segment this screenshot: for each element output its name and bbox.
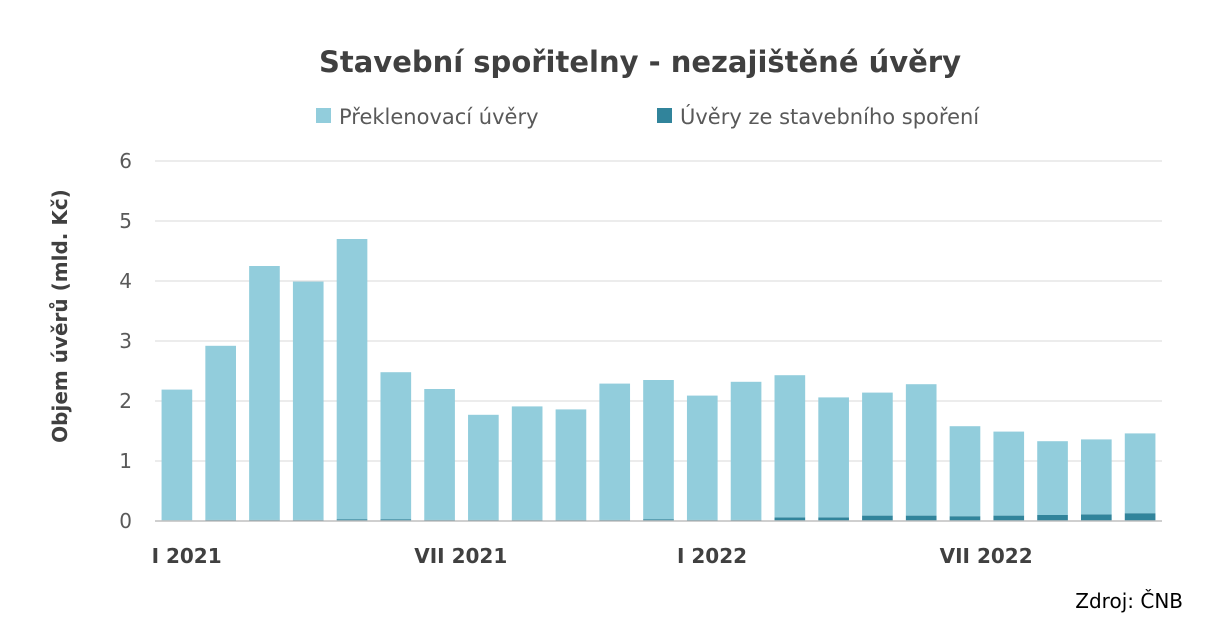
bar-stavebni-sporeni: [949, 516, 981, 521]
y-tick-label: 2: [119, 389, 132, 413]
x-tick-labels: I 2021 VII 2021 I 2022 VII 2022: [152, 544, 1033, 568]
y-tick-labels: 0 1 2 3 4 5 6: [119, 149, 132, 533]
legend-swatch-stavebni-sporeni: [657, 108, 672, 123]
bar-preklenovaci: [468, 414, 499, 520]
bar-preklenovaci: [686, 395, 718, 520]
bar-preklenovaci: [643, 380, 674, 520]
bar-stavebni-sporeni: [1081, 514, 1112, 521]
bar-preklenovaci: [993, 431, 1025, 516]
x-tick-label: I 2021: [152, 544, 222, 568]
bar-preklenovaci: [862, 392, 893, 516]
legend-label-stavebni-sporeni: Úvěry ze stavebního spoření: [680, 104, 980, 129]
y-axis-label: Objem úvěrů (mld. Kč): [48, 189, 72, 443]
y-tick-label: 4: [119, 269, 132, 293]
bar-preklenovaci: [249, 266, 280, 520]
y-tick-label: 6: [119, 149, 132, 173]
bar-preklenovaci: [818, 397, 849, 518]
chart-title: Stavební spořitelny - nezajištěné úvěry: [319, 45, 961, 79]
bar-stavebni-sporeni: [818, 517, 849, 521]
bar-preklenovaci: [555, 409, 587, 520]
bars: [161, 239, 1156, 522]
source-note: Zdroj: ČNB: [1075, 589, 1183, 613]
legend-swatch-preklenovaci: [316, 108, 331, 123]
bar-stavebni-sporeni: [1037, 515, 1068, 521]
bar-stavebni-sporeni: [336, 519, 368, 521]
legend: Překlenovací úvěry Úvěry ze stavebního s…: [316, 104, 980, 129]
x-tick-label: I 2022: [677, 544, 747, 568]
bar-stavebni-sporeni: [643, 519, 674, 521]
bar-preklenovaci: [424, 389, 455, 520]
y-tick-label: 3: [119, 329, 132, 353]
bar-preklenovaci: [336, 239, 368, 520]
bar-stavebni-sporeni: [774, 517, 806, 521]
bar-stavebni-sporeni: [380, 519, 412, 521]
bar-preklenovaci: [511, 406, 543, 520]
bar-preklenovaci: [1081, 439, 1112, 515]
y-tick-label: 1: [119, 449, 132, 473]
bar-stavebni-sporeni: [905, 515, 937, 521]
bar-preklenovaci: [730, 381, 762, 520]
y-tick-label: 5: [119, 209, 132, 233]
x-tick-label: VII 2022: [940, 544, 1033, 568]
bar-preklenovaci: [205, 345, 236, 520]
bar-stavebni-sporeni: [862, 515, 893, 521]
bar-stavebni-sporeni: [993, 515, 1025, 521]
bar-preklenovaci: [599, 383, 631, 520]
x-tick-label: VII 2021: [414, 544, 507, 568]
legend-label-preklenovaci: Překlenovací úvěry: [339, 105, 539, 129]
bar-preklenovaci: [161, 389, 193, 521]
bar-preklenovaci: [905, 384, 937, 516]
bar-stavebni-sporeni: [1124, 513, 1156, 521]
bar-preklenovaci: [292, 281, 324, 520]
bar-preklenovaci: [380, 372, 412, 520]
y-tick-label: 0: [119, 509, 132, 533]
bar-preklenovaci: [1037, 441, 1068, 515]
bar-preklenovaci: [774, 375, 806, 518]
bar-preklenovaci: [1124, 433, 1156, 514]
bar-preklenovaci: [949, 426, 981, 517]
